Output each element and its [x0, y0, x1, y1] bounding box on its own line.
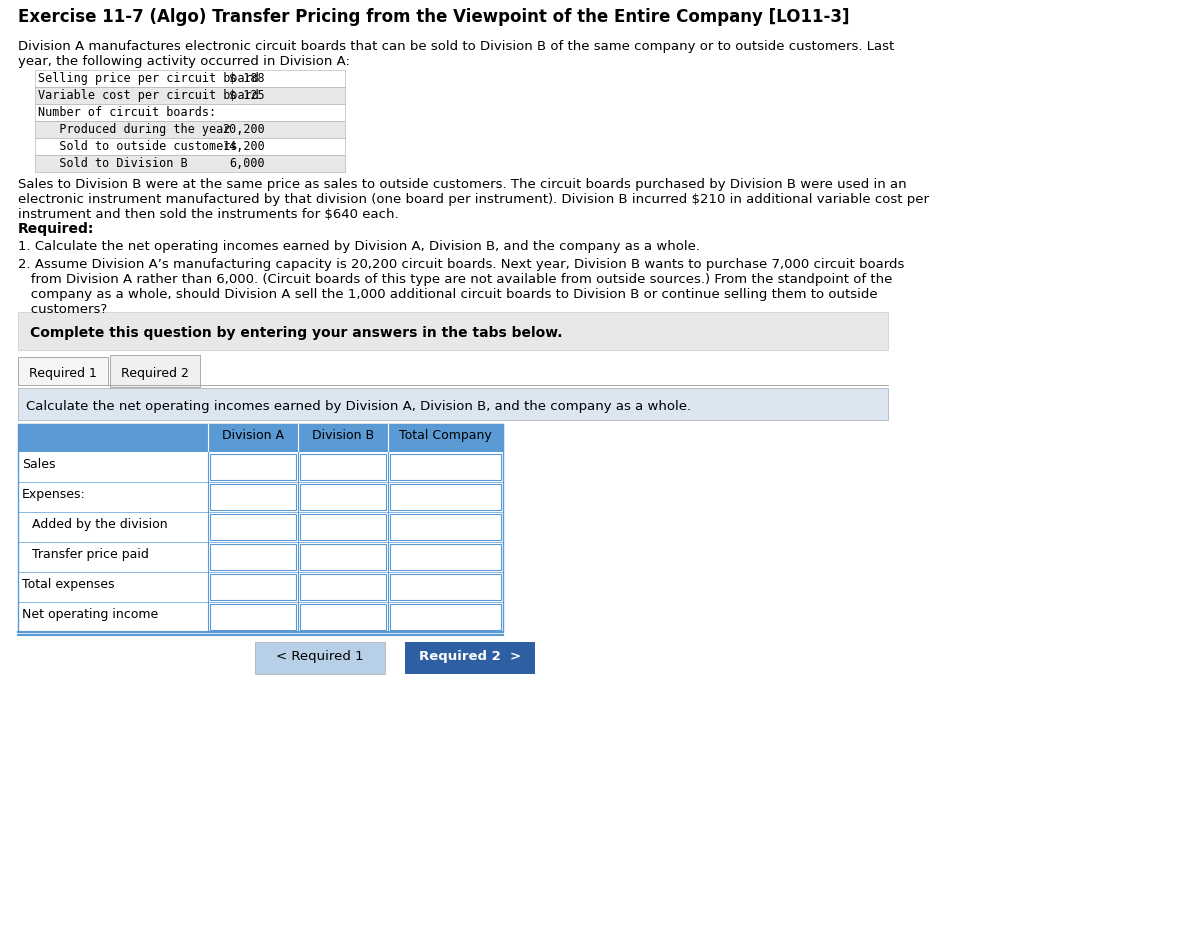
FancyBboxPatch shape [300, 574, 386, 600]
FancyBboxPatch shape [110, 355, 200, 387]
FancyBboxPatch shape [256, 642, 385, 674]
Text: Exercise 11-7 (Algo) Transfer Pricing from the Viewpoint of the Entire Company [: Exercise 11-7 (Algo) Transfer Pricing fr… [18, 8, 850, 26]
FancyBboxPatch shape [406, 642, 535, 674]
FancyBboxPatch shape [35, 121, 346, 138]
Text: Division B: Division B [312, 429, 374, 442]
Text: Total expenses: Total expenses [22, 578, 114, 591]
FancyBboxPatch shape [18, 572, 503, 602]
FancyBboxPatch shape [390, 544, 502, 570]
Text: Sold to outside customers: Sold to outside customers [38, 140, 238, 153]
Text: 6,000: 6,000 [229, 157, 265, 170]
FancyBboxPatch shape [210, 454, 296, 480]
Text: Produced during the year: Produced during the year [38, 123, 230, 136]
FancyBboxPatch shape [300, 544, 386, 570]
FancyBboxPatch shape [18, 357, 108, 385]
Text: Required 2: Required 2 [121, 367, 188, 380]
Text: Total Company: Total Company [400, 429, 492, 442]
FancyBboxPatch shape [210, 544, 296, 570]
FancyBboxPatch shape [390, 604, 502, 630]
FancyBboxPatch shape [210, 514, 296, 540]
FancyBboxPatch shape [390, 514, 502, 540]
Text: Required 2  >: Required 2 > [419, 650, 521, 663]
Text: Division A manufactures electronic circuit boards that can be sold to Division B: Division A manufactures electronic circu… [18, 40, 894, 68]
Text: Required:: Required: [18, 222, 95, 236]
Text: Net operating income: Net operating income [22, 608, 158, 621]
FancyBboxPatch shape [18, 424, 503, 452]
FancyBboxPatch shape [35, 155, 346, 172]
Text: Sales: Sales [22, 458, 55, 471]
Text: < Required 1: < Required 1 [276, 650, 364, 663]
FancyBboxPatch shape [300, 454, 386, 480]
FancyBboxPatch shape [210, 574, 296, 600]
FancyBboxPatch shape [390, 484, 502, 510]
FancyBboxPatch shape [18, 312, 888, 350]
FancyBboxPatch shape [210, 604, 296, 630]
Text: Selling price per circuit board: Selling price per circuit board [38, 72, 259, 85]
Text: Variable cost per circuit board: Variable cost per circuit board [38, 89, 259, 102]
Text: Added by the division: Added by the division [32, 518, 168, 531]
Text: $ 188: $ 188 [229, 72, 265, 85]
Text: Sales to Division B were at the same price as sales to outside customers. The ci: Sales to Division B were at the same pri… [18, 178, 929, 221]
FancyBboxPatch shape [18, 512, 503, 542]
FancyBboxPatch shape [18, 482, 503, 512]
Text: 20,200: 20,200 [222, 123, 265, 136]
FancyBboxPatch shape [18, 542, 503, 572]
FancyBboxPatch shape [18, 602, 503, 632]
Text: Required 1: Required 1 [29, 367, 97, 380]
Text: Sold to Division B: Sold to Division B [38, 157, 187, 170]
Text: 14,200: 14,200 [222, 140, 265, 153]
FancyBboxPatch shape [300, 514, 386, 540]
Text: 1. Calculate the net operating incomes earned by Division A, Division B, and the: 1. Calculate the net operating incomes e… [18, 240, 700, 253]
FancyBboxPatch shape [300, 604, 386, 630]
FancyBboxPatch shape [35, 70, 346, 87]
FancyBboxPatch shape [390, 454, 502, 480]
FancyBboxPatch shape [35, 87, 346, 104]
Text: Calculate the net operating incomes earned by Division A, Division B, and the co: Calculate the net operating incomes earn… [26, 400, 691, 413]
Text: Expenses:: Expenses: [22, 488, 85, 501]
FancyBboxPatch shape [300, 484, 386, 510]
FancyBboxPatch shape [210, 484, 296, 510]
Text: Division A: Division A [222, 429, 284, 442]
FancyBboxPatch shape [390, 574, 502, 600]
FancyBboxPatch shape [18, 388, 888, 420]
Text: Number of circuit boards:: Number of circuit boards: [38, 106, 216, 119]
FancyBboxPatch shape [18, 452, 503, 482]
Text: Transfer price paid: Transfer price paid [32, 548, 149, 561]
FancyBboxPatch shape [35, 104, 346, 121]
Text: Complete this question by entering your answers in the tabs below.: Complete this question by entering your … [30, 326, 563, 340]
FancyBboxPatch shape [35, 138, 346, 155]
Text: $ 125: $ 125 [229, 89, 265, 102]
Text: 2. Assume Division A’s manufacturing capacity is 20,200 circuit boards. Next yea: 2. Assume Division A’s manufacturing cap… [18, 258, 905, 316]
